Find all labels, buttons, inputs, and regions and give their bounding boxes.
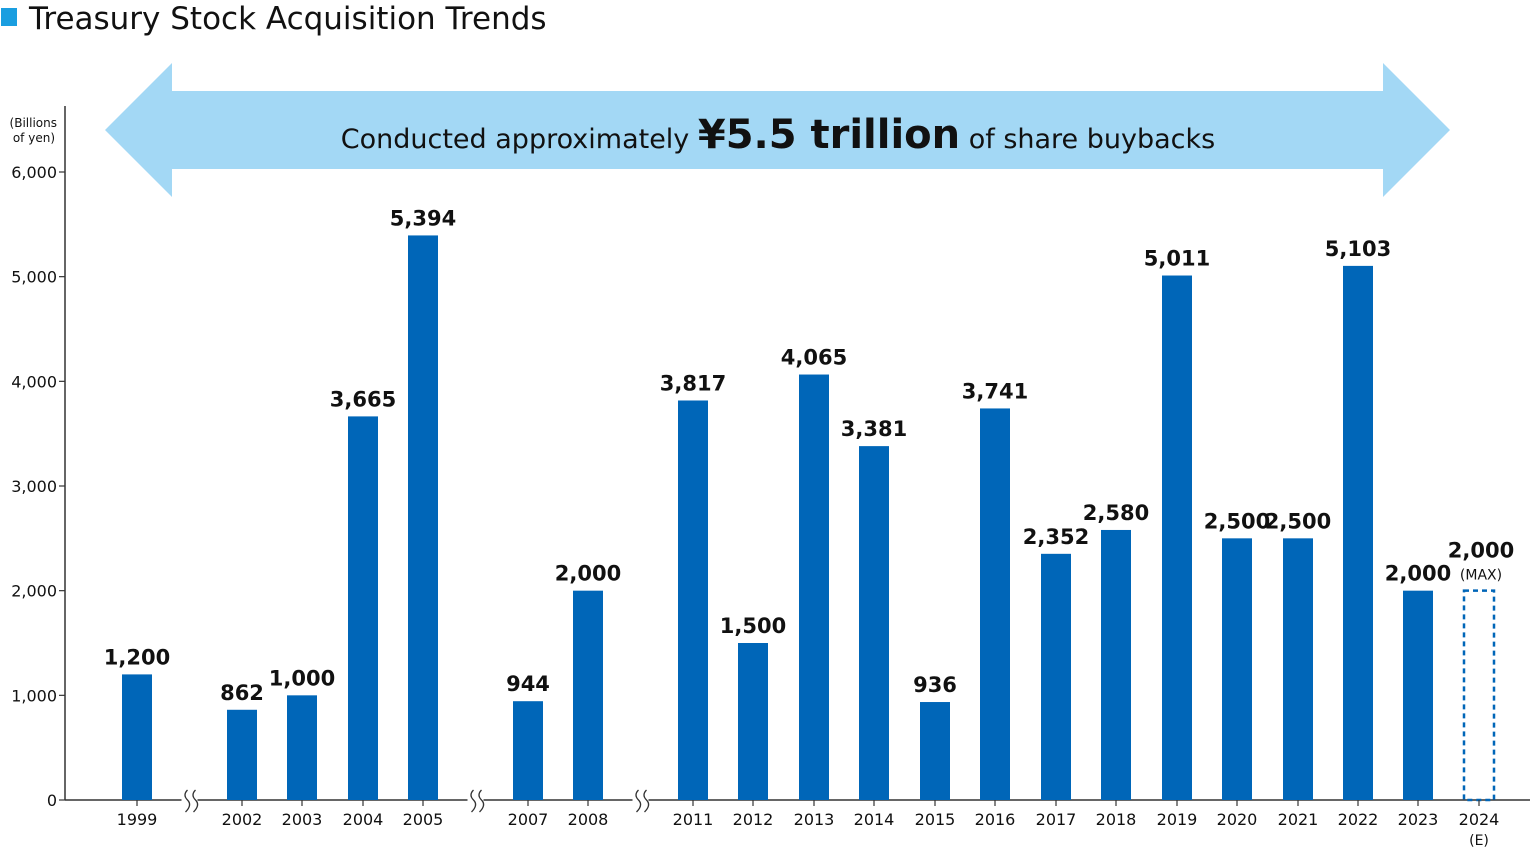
value-label-2020: 2,500 [1204, 509, 1270, 533]
bar-2021 [1283, 538, 1313, 800]
axis-break-marker [181, 789, 199, 813]
category-label-2021: 2021 [1278, 810, 1319, 829]
y-tick-label: 5,000 [11, 268, 57, 287]
value-label-2021: 2,500 [1265, 509, 1331, 533]
bar-2013 [799, 374, 829, 800]
bar-2005 [408, 235, 438, 801]
chart-title: Treasury Stock Acquisition Trends [28, 1, 547, 37]
double-arrow-shape [105, 63, 1450, 197]
category-label-2017: 2017 [1036, 810, 1077, 829]
bar-2020 [1222, 538, 1252, 800]
banner-prefix: Conducted approximately [341, 124, 698, 155]
banner-suffix: of share buybacks [960, 124, 1215, 155]
category-label-2013: 2013 [794, 810, 835, 829]
category-label-2004: 2004 [343, 810, 384, 829]
category-label-2022: 2022 [1338, 810, 1379, 829]
axis-break-marker [632, 789, 650, 813]
value-label-2018: 2,580 [1083, 501, 1149, 525]
category-label-2018: 2018 [1096, 810, 1137, 829]
category-note-2024: (E) [1469, 833, 1489, 849]
category-label-2014: 2014 [854, 810, 895, 829]
category-label-2008: 2008 [568, 810, 609, 829]
y-axis-ticks: 0 1,000 2,000 3,000 4,000 5,000 6,000 [11, 163, 65, 810]
bars-group: 1,200 1999 862 2002 1,000 2003 3,665 2004 5,394 2… [104, 206, 1514, 849]
bar-2003 [287, 695, 317, 800]
bar-2004 [348, 416, 378, 800]
value-label-2023: 2,000 [1385, 562, 1451, 586]
value-label-2015: 936 [913, 673, 957, 697]
value-label-2022: 5,103 [1325, 237, 1391, 261]
value-label-2007: 944 [506, 672, 550, 696]
value-label-2008: 2,000 [555, 562, 621, 586]
category-label-2019: 2019 [1157, 810, 1198, 829]
axis-breaks [181, 789, 650, 813]
category-label-2011: 2011 [673, 810, 714, 829]
category-label-1999: 1999 [117, 810, 158, 829]
bar-2002 [227, 709, 257, 800]
value-label-2011: 3,817 [660, 371, 726, 395]
value-label-2005: 5,394 [390, 206, 456, 230]
bar-2011 [678, 400, 708, 800]
category-label-2015: 2015 [915, 810, 956, 829]
bar-2022 [1343, 265, 1373, 800]
banner-text: Conducted approximately ¥5.5 trillion of… [341, 112, 1215, 158]
category-label-2020: 2020 [1217, 810, 1258, 829]
value-label-2004: 3,665 [330, 387, 396, 411]
y-axis-unit-line1: (Billions [10, 116, 57, 130]
bar-2014 [859, 446, 889, 800]
bar-2019 [1162, 275, 1192, 800]
value-label-2002: 862 [220, 681, 264, 705]
y-tick-label: 1,000 [11, 686, 57, 705]
y-tick-label: 2,000 [11, 582, 57, 601]
category-label-2023: 2023 [1398, 810, 1439, 829]
y-tick-label: 3,000 [11, 477, 57, 496]
bar-2008 [573, 590, 603, 800]
bar-1999 [122, 674, 152, 800]
bar-2016 [980, 408, 1010, 800]
buyback-banner: Conducted approximately ¥5.5 trillion of… [105, 63, 1450, 197]
banner-highlight: ¥5.5 trillion [698, 112, 960, 158]
axis-break-marker [467, 789, 485, 813]
bar-2023 [1403, 590, 1433, 800]
y-tick-label: 0 [47, 791, 57, 810]
bar-2017 [1041, 553, 1071, 800]
value-label-2003: 1,000 [269, 666, 335, 690]
value-label-2012: 1,500 [720, 614, 786, 638]
value-label-2019: 5,011 [1144, 247, 1210, 271]
value-label-2017: 2,352 [1023, 525, 1089, 549]
bar-2012 [738, 643, 768, 800]
category-label-2012: 2012 [733, 810, 774, 829]
value-note-2024: (MAX) [1460, 568, 1502, 584]
y-tick-label: 6,000 [11, 163, 57, 182]
value-label-2014: 3,381 [841, 417, 907, 441]
category-label-2007: 2007 [508, 810, 549, 829]
bar-2007 [513, 701, 543, 800]
category-label-2024: 2024 [1459, 810, 1500, 829]
title-marker-square [1, 8, 17, 26]
bar-2018 [1101, 529, 1131, 800]
y-axis-unit-line2: of yen) [13, 131, 55, 145]
category-label-2002: 2002 [222, 810, 263, 829]
value-label-2013: 4,065 [781, 346, 847, 370]
value-label-1999: 1,200 [104, 645, 170, 669]
bar-2024-estimate [1462, 589, 1496, 802]
value-label-2016: 3,741 [962, 379, 1028, 403]
value-label-2024: 2,000 [1448, 539, 1514, 563]
category-label-2005: 2005 [403, 810, 444, 829]
category-label-2016: 2016 [975, 810, 1016, 829]
bar-2015 [920, 702, 950, 800]
category-label-2003: 2003 [282, 810, 323, 829]
y-tick-label: 4,000 [11, 372, 57, 391]
